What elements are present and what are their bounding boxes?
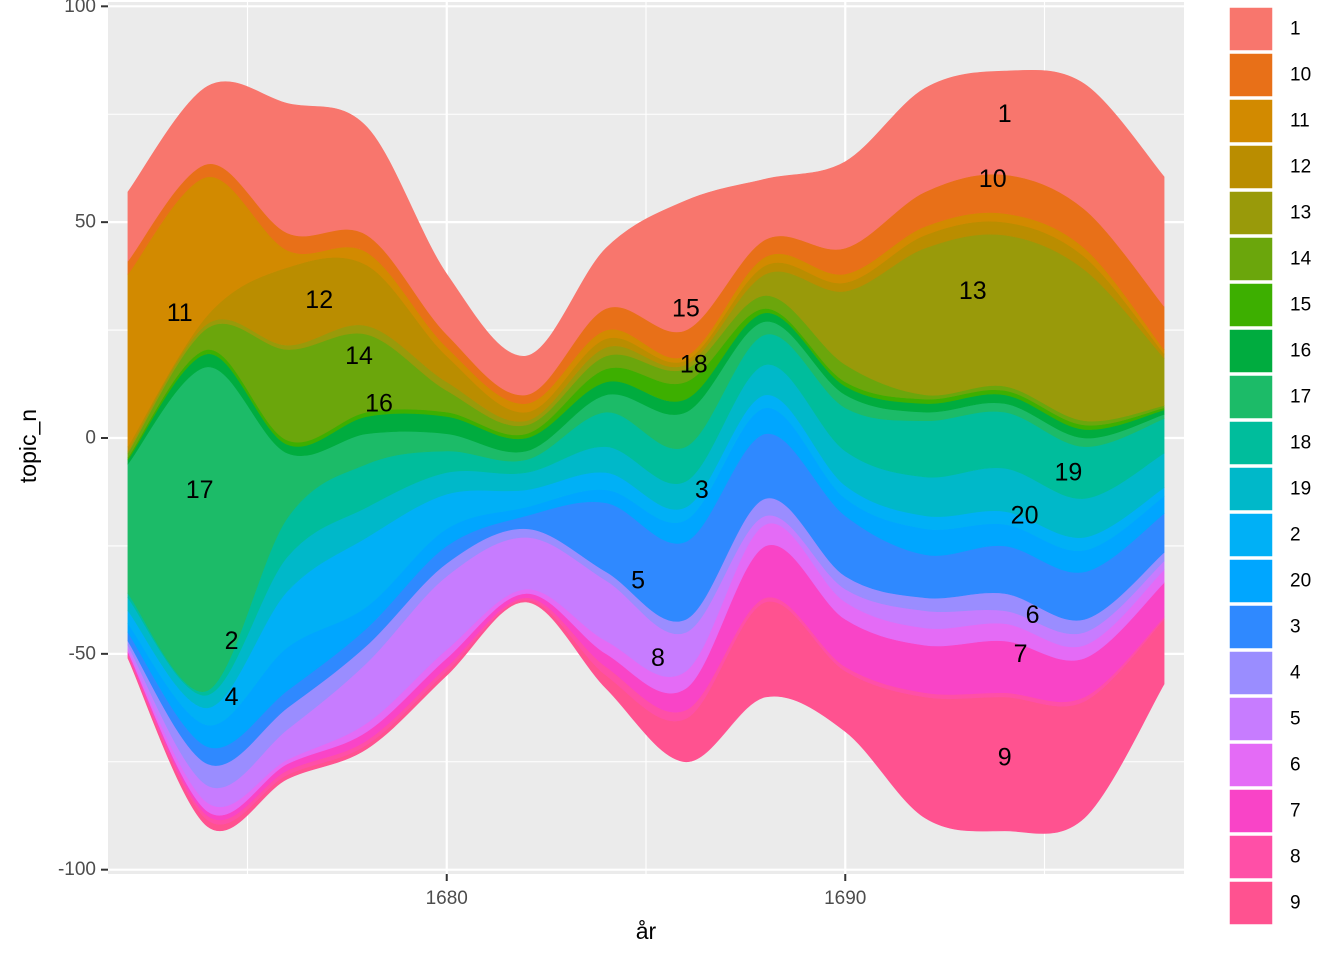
stream-label-18: 18 bbox=[680, 351, 708, 379]
stream-areas bbox=[127, 69, 1165, 834]
legend-key-15 bbox=[1228, 282, 1274, 328]
stream-label-7: 7 bbox=[1014, 640, 1028, 668]
stream-label-11: 11 bbox=[167, 299, 193, 327]
stream-label-12: 12 bbox=[305, 286, 333, 314]
legend-label-20: 20 bbox=[1290, 571, 1311, 592]
legend-key-2 bbox=[1228, 512, 1274, 558]
legend-key-9 bbox=[1228, 880, 1274, 926]
stream-label-14: 14 bbox=[345, 342, 373, 370]
x-tick-label: 1690 bbox=[824, 888, 866, 909]
stream-label-8: 8 bbox=[651, 644, 665, 672]
legend-key-14 bbox=[1228, 236, 1274, 282]
x-axis-title: år bbox=[636, 918, 657, 944]
stream-label-9: 9 bbox=[998, 743, 1012, 771]
legend-label-15: 15 bbox=[1290, 295, 1311, 316]
legend-label-7: 7 bbox=[1290, 801, 1301, 822]
legend-label-17: 17 bbox=[1290, 387, 1311, 408]
y-tick-label: 0 bbox=[85, 428, 96, 449]
stream-label-1: 1 bbox=[998, 100, 1012, 128]
legend-key-20 bbox=[1228, 558, 1274, 604]
stream-label-10: 10 bbox=[979, 165, 1007, 193]
legend-key-4 bbox=[1228, 650, 1274, 696]
legend-label-3: 3 bbox=[1290, 617, 1301, 638]
legend-label-11: 11 bbox=[1290, 111, 1310, 132]
x-tick-label: 1680 bbox=[426, 888, 468, 909]
legend-key-1 bbox=[1228, 6, 1274, 52]
legend-label-19: 19 bbox=[1290, 479, 1311, 500]
legend-label-14: 14 bbox=[1290, 249, 1312, 270]
legend: 1 10 11 12 13 14 15 16 17 18 19 2 20 3 4 5 6 7 8 9 bbox=[1228, 6, 1312, 926]
legend-label-9: 9 bbox=[1290, 893, 1301, 914]
legend-key-6 bbox=[1228, 742, 1274, 788]
y-tick-label: 100 bbox=[64, 0, 96, 17]
stream-label-16: 16 bbox=[365, 389, 393, 417]
stream-label-17: 17 bbox=[186, 476, 214, 504]
legend-key-3 bbox=[1228, 604, 1274, 650]
y-axis-title: topic_n bbox=[15, 409, 41, 483]
legend-key-19 bbox=[1228, 466, 1274, 512]
y-tick-label: -50 bbox=[69, 643, 96, 664]
legend-key-17 bbox=[1228, 374, 1274, 420]
legend-label-10: 10 bbox=[1290, 65, 1311, 86]
y-tick-label: 50 bbox=[75, 212, 96, 233]
legend-label-18: 18 bbox=[1290, 433, 1311, 454]
stream-label-13: 13 bbox=[959, 277, 987, 305]
stream-area-1 bbox=[127, 69, 1165, 396]
legend-key-16 bbox=[1228, 328, 1274, 374]
legend-label-2: 2 bbox=[1290, 525, 1301, 546]
stream-label-2: 2 bbox=[225, 627, 239, 655]
stream-labels: 1 10 13 11 12 14 16 15 18 19 20 3 17 5 8 2 4 6 7 9 bbox=[167, 100, 1083, 771]
stream-label-3: 3 bbox=[695, 476, 709, 504]
legend-label-8: 8 bbox=[1290, 847, 1301, 868]
legend-key-13 bbox=[1228, 190, 1274, 236]
legend-label-12: 12 bbox=[1290, 157, 1311, 178]
legend-key-18 bbox=[1228, 420, 1274, 466]
legend-label-6: 6 bbox=[1290, 755, 1301, 776]
y-tick-label: -100 bbox=[58, 859, 96, 880]
legend-key-10 bbox=[1228, 52, 1274, 98]
legend-key-11 bbox=[1228, 98, 1274, 144]
legend-label-1: 1 bbox=[1290, 19, 1301, 40]
axes: -100 -50 0 50 100 1680 1690 bbox=[58, 0, 866, 909]
stream-label-4: 4 bbox=[225, 683, 239, 711]
legend-label-13: 13 bbox=[1290, 203, 1311, 224]
stream-label-20: 20 bbox=[1011, 502, 1039, 530]
stream-label-6: 6 bbox=[1026, 601, 1040, 629]
stream-label-19: 19 bbox=[1055, 459, 1083, 487]
stream-label-15: 15 bbox=[672, 294, 700, 322]
legend-label-5: 5 bbox=[1290, 709, 1301, 730]
legend-key-12 bbox=[1228, 144, 1274, 190]
legend-label-16: 16 bbox=[1290, 341, 1311, 362]
legend-key-8 bbox=[1228, 834, 1274, 880]
legend-label-4: 4 bbox=[1290, 663, 1301, 684]
legend-key-5 bbox=[1228, 696, 1274, 742]
legend-key-7 bbox=[1228, 788, 1274, 834]
stream-label-5: 5 bbox=[631, 566, 645, 594]
